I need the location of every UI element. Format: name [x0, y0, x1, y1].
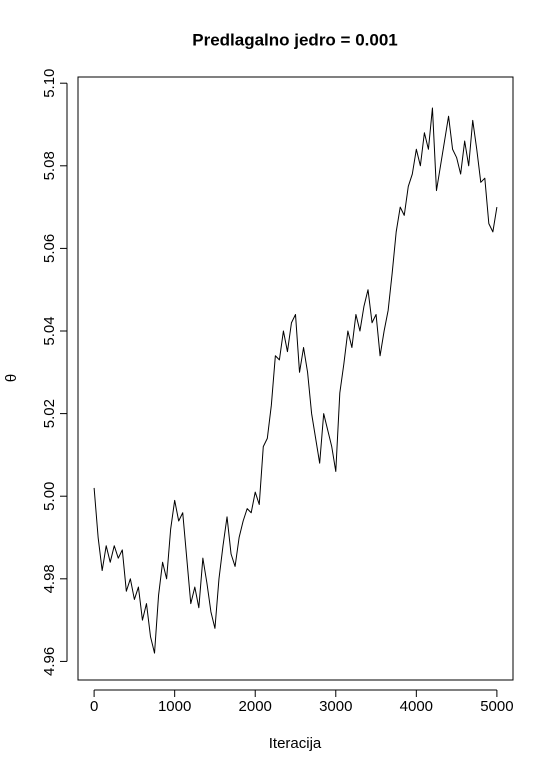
x-tick-label: 5000: [480, 698, 513, 715]
x-tick-label: 0: [90, 698, 98, 715]
chart-title: Predlagalno jedro = 0.001: [192, 30, 398, 49]
y-tick-label: 5.06: [41, 234, 58, 263]
y-tick-label: 5.00: [41, 482, 58, 511]
y-tick-label: 5.02: [41, 399, 58, 428]
plot-box: [77, 76, 514, 681]
x-tick-label: 1000: [158, 698, 191, 715]
y-tick-label: 4.96: [41, 647, 58, 676]
x-tick-label: 4000: [400, 698, 433, 715]
trace-line: [93, 107, 498, 654]
x-tick-label: 2000: [239, 698, 272, 715]
y-axis-title: θ: [3, 374, 20, 382]
x-axis-title: Iteracija: [269, 735, 322, 752]
y-tick-label: 4.98: [41, 564, 58, 593]
x-tick-label: 3000: [319, 698, 352, 715]
y-tick-label: 5.08: [41, 151, 58, 180]
y-tick-label: 5.04: [41, 316, 58, 345]
y-tick-label: 5.10: [41, 69, 58, 98]
